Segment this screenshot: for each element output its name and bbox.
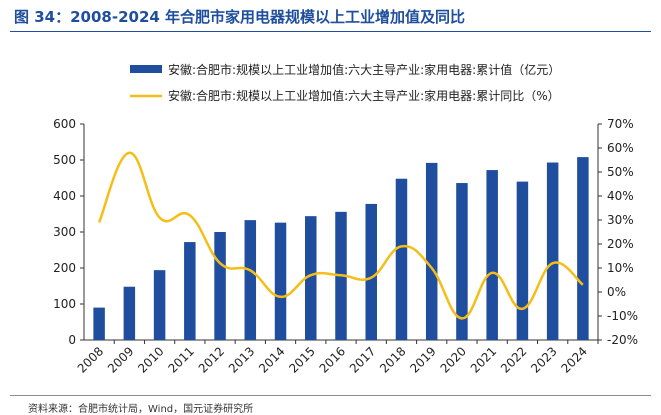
bar [516,181,529,340]
legend-bar-swatch [130,65,162,73]
x-tick-label: 2015 [286,344,317,375]
source-rule [10,395,651,396]
bar [365,203,377,340]
title-rule [10,31,651,32]
right-tick-label: 40% [607,189,634,203]
right-tick-label: -20% [607,333,638,347]
x-tick-label: 2009 [105,344,136,375]
legend: 安徽:合肥市:规模以上工业增加值:六大主导产业:家用电器:累计值（亿元） 安徽:… [130,62,560,103]
bar-series [93,157,589,340]
left-tick-label: 600 [53,117,76,131]
x-tick-label: 2023 [528,344,559,375]
left-tick-label: 100 [53,297,76,311]
left-tick-label: 300 [53,225,76,239]
chart-title: 图 34：2008-2024 年合肥市家用电器规模以上工业增加值及同比 [14,8,466,26]
x-tick-label: 2010 [135,344,166,375]
right-tick-label: 70% [607,117,634,131]
x-tick-label: 2014 [256,344,287,375]
x-tick-label: 2020 [438,344,469,375]
x-tick-label: 2017 [347,344,378,375]
x-tick-label: 2024 [559,344,590,375]
x-tick-label: 2013 [226,344,257,375]
left-tick-label: 200 [53,261,76,275]
bar [577,157,589,340]
bar [274,222,287,340]
right-tick-label: 20% [607,237,634,251]
x-tick-label: 2018 [377,344,408,375]
x-tick-label: 2011 [165,344,196,375]
x-tick-label: 2012 [196,344,227,375]
x-tick-label: 2022 [498,344,529,375]
x-tick-label: 2016 [317,344,348,375]
bar [184,242,196,340]
source-note: 资料来源：合肥市统计局，Wind，国元证券研究所 [28,404,254,415]
left-tick-label: 400 [53,189,76,203]
right-tick-label: 30% [607,213,634,227]
bar [153,270,166,340]
bar [93,307,105,340]
left-tick-label: 500 [53,153,76,167]
right-tick-label: 10% [607,261,634,275]
bar [546,162,559,340]
bar [123,286,136,340]
right-tick-label: 50% [607,165,634,179]
bar [425,162,438,340]
right-tick-label: 0% [607,285,626,299]
right-tick-label: 60% [607,141,634,155]
bar [486,170,498,340]
line-series [97,151,584,320]
x-tick-label: 2008 [75,344,106,375]
bar [214,232,226,340]
bar [395,178,408,340]
x-tick-label: 2019 [407,344,438,375]
legend-bar-label: 安徽:合肥市:规模以上工业增加值:六大主导产业:家用电器:累计值（亿元） [168,62,560,77]
right-tick-label: -10% [607,309,638,323]
x-tick-label: 2021 [468,344,499,375]
legend-line-label: 安徽:合肥市:规模以上工业增加值:六大主导产业:家用电器:累计同比（%） [168,88,560,103]
bar [305,216,317,340]
left-tick-label: 0 [68,333,76,347]
bar [244,220,257,340]
chart-canvas: 安徽:合肥市:规模以上工业增加值:六大主导产业:家用电器:累计值（亿元） 安徽:… [53,62,638,376]
bar [456,183,468,340]
